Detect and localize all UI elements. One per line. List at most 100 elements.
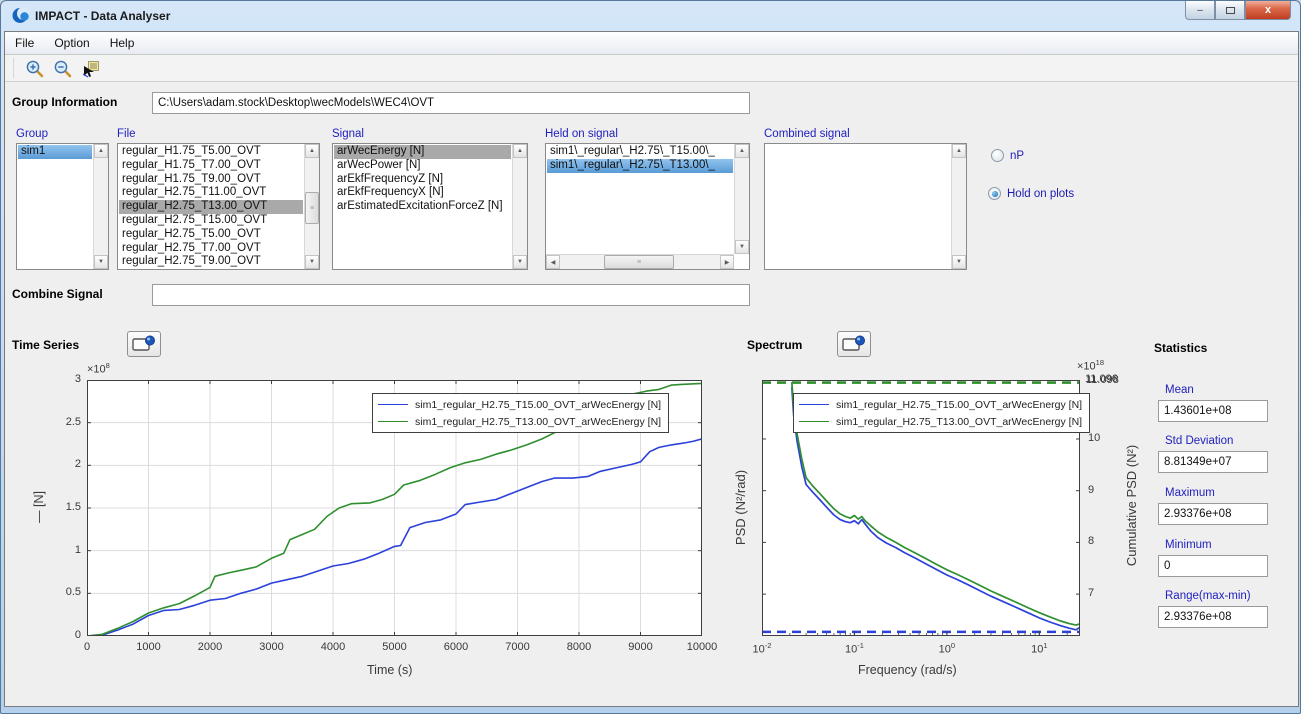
tick-label: 2 [74,458,81,471]
tick-label: 3 [74,373,81,385]
signal-list-label: Signal [332,128,364,140]
tick-label: 7000 [505,641,530,653]
combined-list-label: Combined signal [764,128,850,140]
hold-on-plots-radio[interactable]: Hold on plots [988,187,1074,200]
data-cursor-button[interactable] [78,57,102,79]
group-path-field[interactable] [152,92,750,114]
list-item[interactable]: sim1\_regular\_H2.75\_T15.00\_ [550,145,715,157]
scroll-up-arrow-icon[interactable]: ▲ [513,144,527,158]
list-item[interactable]: regular_H2.75_T15.00_OVT [122,213,268,226]
legend-line-swatch [378,421,408,422]
list-item[interactable]: arEkfFrequencyX [N] [337,186,444,199]
list-item[interactable]: regular_H2.75_T13.00_OVT [119,200,303,214]
scroll-down-arrow-icon[interactable]: ▼ [735,240,749,254]
window-title: IMPACT - Data Analyser [35,9,171,23]
list-item[interactable]: arEkfFrequencyZ [N] [337,172,444,185]
list-item[interactable]: sim1\_regular\_H2.75\_T13.00\_ [547,158,733,173]
legend-entry: sim1_regular_H2.75_T13.00_OVT_arWecEnerg… [799,413,1082,430]
scroll-right-arrow-icon[interactable]: ▶ [720,255,734,269]
group-information-label: Group Information [12,95,118,109]
menu-item-file[interactable]: File [15,36,35,50]
stat-label: Range(max-min) [1165,590,1251,602]
scroll-down-arrow-icon[interactable]: ▼ [305,255,319,269]
ts-y-axis-label: — [N] [31,491,46,523]
time-series-popout-button[interactable] [127,331,161,357]
stat-label: Std Deviation [1165,435,1234,447]
time-series-label: Time Series [12,338,80,352]
tick-label: 7 [1088,587,1095,600]
vertical-scrollbar[interactable]: ▲ ▼ [951,144,966,269]
scroll-up-arrow-icon[interactable]: ▲ [94,144,108,158]
spectrum-popout-button[interactable] [837,331,871,357]
radio-circle-icon [991,149,1004,162]
vertical-scrollbar[interactable]: ▲ ▼ ≡ [304,144,319,269]
tick-label: 1 [74,543,81,556]
list-item[interactable]: sim1 [18,145,92,159]
list-item[interactable]: arEstimatedExcitationForceZ [N] [337,200,503,213]
tick-label: 0 [83,641,91,653]
menu-item-option[interactable]: Option [54,36,90,50]
stat-value-field[interactable]: 1.43601e+08 [1158,400,1268,422]
sp-x-axis-label: Frequency (rad/s) [858,663,957,677]
combined-signal-listbox[interactable]: ▲ ▼ [764,143,967,270]
tick-label: 4000 [320,641,346,653]
stat-value-field[interactable]: 2.93376e+08 [1158,503,1268,525]
sp-left-y-axis-label: PSD (N²/rad) [733,469,749,546]
list-item[interactable]: arWecEnergy [N] [334,145,511,159]
list-item[interactable]: arWecPower [N] [337,158,421,171]
close-button[interactable]: x [1245,1,1291,20]
time-series-legend: sim1_regular_H2.75_T15.00_OVT_arWecEnerg… [372,393,670,433]
tick-label: 3000 [259,641,284,653]
group-listbox[interactable]: sim1 ▲ ▼ [16,143,109,270]
stat-value-field[interactable]: 0 [1158,555,1268,577]
list-item[interactable]: regular_H2.75_T9.00_OVT [122,255,261,268]
scrollbar-thumb[interactable]: ≡ [604,255,674,269]
tick-label: 101 [1031,641,1048,656]
horizontal-scrollbar[interactable]: ◀ ▶ ≡ [546,254,734,269]
zoom-in-button[interactable] [22,57,46,79]
cumulative-top-value: 11.098 [1086,374,1119,386]
vertical-scrollbar[interactable]: ▲ ▼ [512,144,527,269]
vertical-scrollbar[interactable]: ▲ ▼ [734,144,749,254]
vertical-scrollbar[interactable]: ▲ ▼ [93,144,108,269]
np-radio-label: nP [1010,149,1025,162]
list-item[interactable]: regular_H1.75_T5.00_OVT [122,145,261,157]
file-listbox[interactable]: regular_H1.75_T5.00_OVT regular_H1.75_T7.… [117,143,320,270]
combine-signal-field[interactable] [152,284,750,306]
stat-label: Maximum [1165,487,1215,499]
stat-value-field[interactable]: 8.81349e+07 [1158,451,1268,473]
scroll-down-arrow-icon[interactable]: ▼ [94,255,108,269]
list-item[interactable]: regular_H1.75_T7.00_OVT [122,158,261,171]
zoom-in-icon [26,60,43,77]
scrollbar-thumb[interactable]: ≡ [305,192,319,224]
stat-value-field[interactable]: 2.93376e+08 [1158,606,1268,628]
tick-label: 10000 [686,641,718,653]
list-item[interactable]: regular_H2.75_T11.00_OVT [122,186,267,199]
list-item[interactable]: regular_H2.75_T5.00_OVT [122,227,261,240]
list-item[interactable]: regular_H1.75_T9.00_OVT [122,172,261,185]
held-signal-listbox[interactable]: sim1\_regular\_H2.75\_T15.00\_ sim1\_regu… [545,143,750,270]
scroll-down-arrow-icon[interactable]: ▼ [513,255,527,269]
zoom-out-button[interactable] [50,57,74,79]
scroll-up-arrow-icon[interactable]: ▲ [952,144,966,158]
minimize-button[interactable]: – [1185,1,1215,20]
scroll-down-arrow-icon[interactable]: ▼ [952,255,966,269]
file-list-label: File [117,128,136,140]
popout-plot-icon [842,335,865,351]
scroll-up-arrow-icon[interactable]: ▲ [735,144,749,158]
tick-label: 10-2 [752,641,772,656]
legend-line-swatch [799,404,829,405]
tick-label: 5000 [382,641,407,653]
titlebar[interactable]: IMPACT - Data Analyser – x [1,1,1300,31]
radio-circle-icon [988,187,1001,200]
toolbar-separator [13,58,14,78]
menubar: File Option Help [5,32,1298,55]
menu-item-help[interactable]: Help [109,36,135,50]
maximize-button[interactable] [1215,1,1245,20]
scroll-left-arrow-icon[interactable]: ◀ [546,255,560,269]
ts-y-scale-label: ×108 [87,361,110,376]
list-item[interactable]: regular_H2.75_T7.00_OVT [122,241,261,254]
signal-listbox[interactable]: arWecEnergy [N] arWecPower [N] arEkfFreque… [332,143,528,270]
np-radio[interactable]: nP [991,149,1024,162]
scroll-up-arrow-icon[interactable]: ▲ [305,144,319,158]
